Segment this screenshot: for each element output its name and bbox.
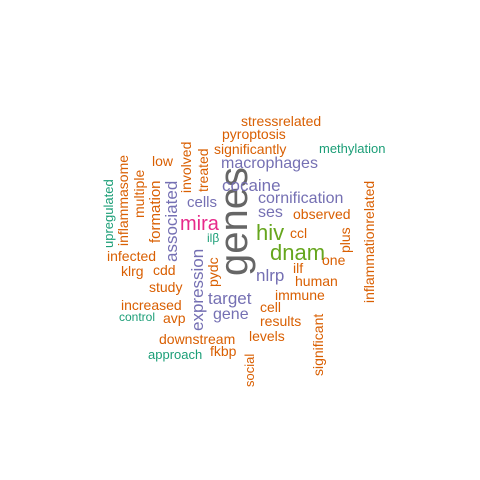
word-target: target [208, 289, 252, 308]
word-treated: treated [195, 148, 211, 192]
word-nlrp: nlrp [256, 266, 285, 285]
word-mira: mira [180, 213, 219, 235]
word-pyroptosis: pyroptosis [222, 126, 286, 142]
word-gene: gene [213, 306, 249, 323]
word-cell: cell [260, 299, 282, 315]
word-inflammasome: inflammasome [115, 154, 131, 246]
word-avp: avp [163, 310, 186, 326]
word-klrg: klrg [121, 263, 144, 279]
word-stressrelated: stressrelated [241, 113, 322, 129]
word-upregulated: upregulated [101, 179, 116, 248]
word-plus: plus [337, 227, 353, 253]
word-cells: cells [187, 194, 218, 211]
word-infected: infected [107, 248, 157, 264]
word-cornification: cornification [258, 190, 344, 207]
word-fkbp: fkbp [210, 343, 237, 359]
word-significant: significant [310, 313, 326, 376]
word-low: low [152, 153, 174, 169]
word-levels: levels [249, 328, 285, 344]
word-increased: increased [121, 297, 182, 313]
word-pydc: pydc [205, 257, 221, 287]
word-ilf: ilf [293, 260, 304, 276]
word-macrophages: macrophages [221, 155, 318, 172]
word-expression: expression [188, 248, 207, 331]
word-multiple: multiple [131, 169, 147, 218]
word-significantly: significantly [214, 141, 287, 157]
word-observed: observed [293, 206, 351, 222]
word-study: study [149, 279, 183, 295]
word-human: human [295, 273, 338, 289]
word-downstream: downstream [159, 331, 236, 347]
word-cdd: cdd [153, 262, 176, 278]
word-social: social [242, 353, 257, 387]
word-one: one [322, 252, 346, 268]
word-ses: ses [258, 204, 283, 221]
word-immune: immune [275, 287, 325, 303]
word-inflammationrelated: inflammationrelated [361, 180, 377, 303]
word-results: results [260, 313, 302, 329]
word-control: control [119, 310, 156, 324]
word-cocaine: cocaine [222, 176, 281, 195]
word-hiv: hiv [256, 220, 285, 245]
word-involved: involved [178, 141, 194, 193]
word-ilb: ilβ [207, 231, 220, 245]
word-formation: formation [147, 180, 164, 243]
word-approach: approach [148, 347, 203, 362]
word-ccl: ccl [290, 225, 308, 241]
word-dnam: dnam [270, 240, 326, 265]
word-methylation: methylation [319, 141, 386, 156]
